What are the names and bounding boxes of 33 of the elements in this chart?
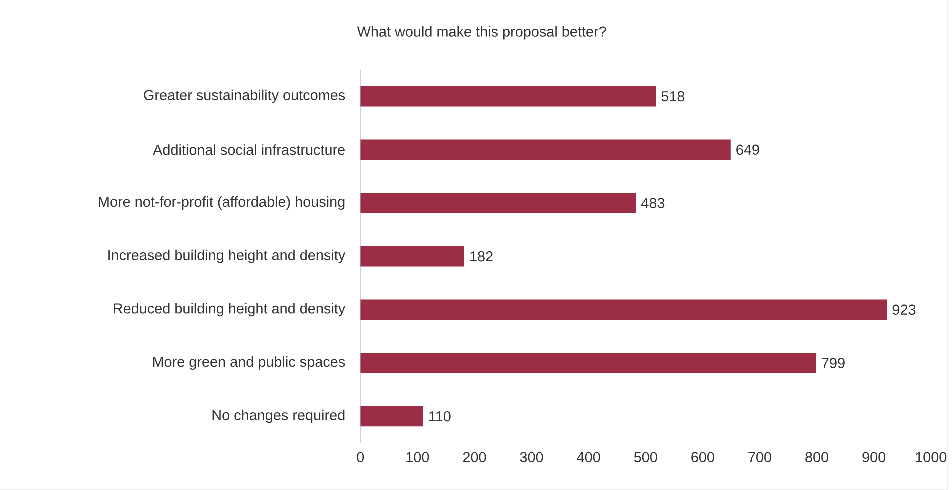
chart-title: What would make this proposal better?: [357, 26, 606, 40]
y-tick-label: More not-for-profit (affordable) housing: [99, 196, 345, 210]
bar: [360, 192, 636, 214]
y-tick-label: Reduced building height and density: [114, 303, 346, 317]
data-label: 518: [662, 91, 685, 102]
x-tick-label: 0: [357, 452, 364, 462]
data-label: 923: [892, 304, 916, 315]
y-tick-label: No changes required: [212, 410, 345, 424]
data-label: 649: [736, 144, 760, 155]
y-tick-label: Increased building height and density: [108, 250, 346, 264]
x-tick-label: 300: [520, 452, 544, 462]
bar: [360, 246, 464, 267]
bar: [360, 300, 888, 320]
y-tick-label: Greater sustainability outcomes: [144, 90, 346, 104]
data-label: 799: [822, 358, 845, 368]
x-tick-label: 600: [692, 452, 714, 462]
y-tick-label: More green and public spaces: [153, 356, 346, 370]
y-tick-label: Additional social infrastructure: [153, 144, 345, 156]
x-tick-label: 800: [806, 452, 829, 462]
bar: [360, 406, 424, 427]
x-tick-label: 100: [406, 452, 430, 462]
x-tick-label: 700: [748, 452, 772, 462]
bar: [360, 140, 731, 160]
bar: [360, 86, 656, 107]
x-tick-label: 200: [463, 452, 486, 462]
data-label: 182: [470, 251, 493, 262]
x-tick-label: 1000: [916, 452, 947, 462]
x-tick-label: 400: [577, 452, 600, 462]
x-tick-label: 500: [634, 452, 658, 462]
data-label: 110: [429, 411, 451, 422]
data-label: 483: [642, 198, 665, 208]
bar: [360, 352, 816, 374]
x-tick-label: 900: [862, 452, 886, 462]
